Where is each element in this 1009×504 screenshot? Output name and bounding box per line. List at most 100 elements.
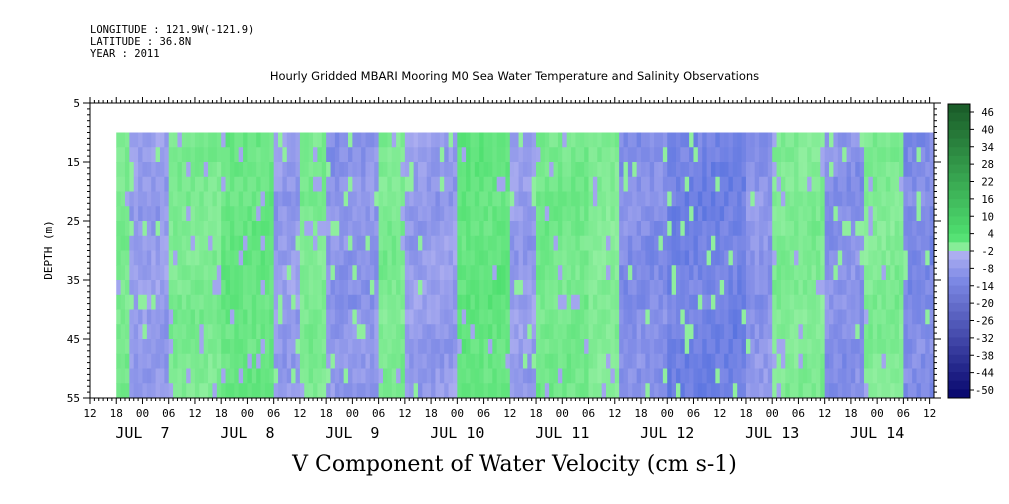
heatmap-cell	[382, 162, 388, 178]
colorbar-label: -14	[975, 281, 994, 293]
heatmap-cell	[943, 147, 948, 162]
heatmap-cell	[330, 339, 336, 355]
heatmap-cell	[833, 176, 839, 192]
heatmap-cell	[186, 206, 191, 222]
heatmap-cell	[562, 235, 568, 251]
heatmap-cell	[675, 309, 681, 325]
heatmap-cell	[308, 294, 314, 310]
heatmap-cell	[492, 147, 498, 163]
heatmap-cell	[116, 265, 122, 281]
heatmap-cell	[291, 368, 296, 384]
heatmap-cell	[824, 324, 830, 340]
heatmap-cell	[142, 309, 148, 325]
heatmap-cell	[505, 353, 511, 369]
heatmap-cell	[864, 235, 869, 251]
heatmap-cell	[842, 294, 847, 310]
heatmap-cell	[544, 265, 550, 281]
colorbar-swatch	[948, 155, 970, 166]
heatmap-cell	[369, 162, 375, 178]
heatmap-cell	[278, 235, 283, 251]
heatmap-cell	[943, 236, 948, 251]
heatmap-cell	[592, 191, 598, 207]
heatmap-cell	[601, 176, 607, 192]
heatmap-cell	[391, 132, 397, 148]
heatmap-cell	[636, 383, 642, 398]
heatmap-cell	[719, 176, 725, 192]
heatmap-cell	[872, 324, 878, 340]
heatmap-cell	[759, 221, 764, 237]
heatmap-cell	[794, 294, 799, 310]
colorbar-swatch	[948, 276, 970, 287]
heatmap-cell	[737, 206, 742, 222]
heatmap-cell	[885, 280, 891, 296]
heatmap-cell	[899, 368, 904, 384]
heatmap-cell	[181, 221, 187, 237]
heatmap-cell	[404, 265, 410, 281]
heatmap-cell	[304, 309, 310, 325]
heatmap-cell	[173, 383, 178, 398]
heatmap-cell	[680, 221, 686, 237]
heatmap-cell	[671, 294, 677, 310]
heatmap-cell	[776, 250, 782, 266]
heatmap-cell	[833, 147, 839, 163]
heatmap-cell	[868, 235, 874, 251]
heatmap-cell	[168, 206, 174, 222]
heatmap-cell	[422, 147, 428, 163]
heatmap-cell	[378, 250, 384, 266]
heatmap-cell	[597, 147, 603, 163]
heatmap-cell	[899, 250, 904, 266]
heatmap-cell	[439, 353, 445, 369]
heatmap-cell	[802, 250, 808, 266]
heatmap-cell	[365, 353, 371, 369]
heatmap-cell	[584, 176, 589, 192]
heatmap-cell	[404, 309, 410, 325]
heatmap-cell	[584, 206, 589, 222]
heatmap-cell	[772, 132, 777, 148]
heatmap-cell	[811, 162, 817, 178]
heatmap-cell	[278, 132, 283, 148]
heatmap-cell	[767, 206, 773, 222]
heatmap-cell	[925, 132, 931, 148]
heatmap-cell	[745, 206, 751, 222]
heatmap-cell	[912, 132, 917, 148]
heatmap-cell	[671, 383, 677, 398]
heatmap-cell	[675, 206, 681, 222]
heatmap-cell	[234, 132, 240, 148]
heatmap-cell	[754, 176, 760, 192]
heatmap-cell	[496, 176, 502, 192]
heatmap-cell	[706, 368, 712, 384]
heatmap-cell	[256, 221, 261, 237]
heatmap-cell	[194, 324, 200, 340]
heatmap-cell	[514, 235, 519, 251]
heatmap-cell	[487, 176, 493, 192]
heatmap-cell	[916, 250, 922, 266]
heatmap-cell	[767, 280, 773, 296]
heatmap-cell	[348, 294, 353, 310]
heatmap-cell	[483, 280, 489, 296]
heatmap-cell	[654, 280, 659, 296]
heatmap-cell	[842, 235, 847, 251]
heatmap-cell	[675, 221, 681, 237]
heatmap-cell	[829, 368, 834, 384]
heatmap-cell	[890, 221, 896, 237]
heatmap-cell	[509, 294, 515, 310]
heatmap-cell	[929, 147, 934, 163]
heatmap-cell	[190, 324, 196, 340]
heatmap-cell	[260, 191, 266, 207]
heatmap-cell	[710, 309, 716, 325]
heatmap-cell	[365, 265, 371, 281]
heatmap-cell	[461, 206, 467, 222]
heatmap-cell	[229, 294, 235, 310]
heatmap-cell	[592, 132, 598, 148]
heatmap-cell	[225, 235, 231, 251]
heatmap-cell	[321, 206, 327, 222]
heatmap-cell	[785, 221, 791, 237]
heatmap-cell	[387, 324, 393, 340]
heatmap-cell	[562, 191, 568, 207]
heatmap-cell	[846, 353, 852, 369]
heatmap-cell	[522, 309, 528, 325]
x-hour-label: 18	[215, 407, 228, 420]
heatmap-cell	[234, 265, 240, 281]
heatmap-cell	[881, 324, 887, 340]
heatmap-cell	[562, 147, 568, 163]
